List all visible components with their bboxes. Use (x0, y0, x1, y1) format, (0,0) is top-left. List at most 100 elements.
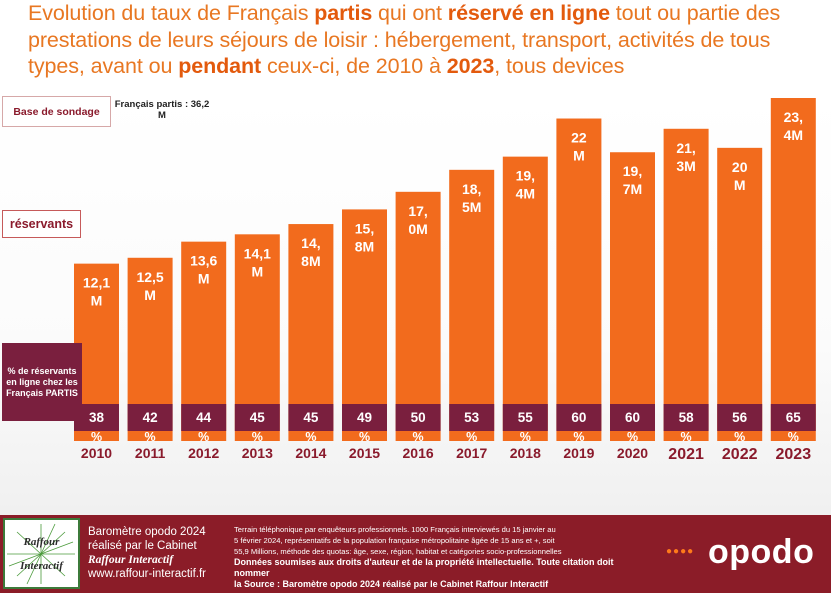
bar-value-label: 13,6 (190, 253, 217, 269)
bar-value-label: 19, (623, 163, 642, 179)
bar-value-label: 4M (516, 186, 535, 202)
bar-value-label: 12,5 (136, 269, 163, 285)
x-tick-label: 2020 (617, 445, 648, 461)
x-tick-label: 2012 (188, 445, 219, 461)
pct-label: % (520, 430, 531, 444)
method-line-4: Données soumises aux droits d'auteur et … (234, 557, 614, 578)
bar-chart: 12,1M38%201012,5M42%201113,6M44%201214,1… (74, 98, 816, 463)
pct-band-2015 (342, 404, 387, 431)
bar-value-label: M (91, 293, 103, 309)
bar-value-label: 5M (462, 199, 481, 215)
pct-label: 45 (303, 410, 319, 425)
bar-value-label: 3M (676, 158, 695, 174)
x-tick-label: 2013 (242, 445, 273, 461)
x-tick-label: 2019 (563, 445, 594, 461)
x-tick-label: 2010 (81, 445, 112, 461)
pct-label: % (734, 430, 745, 444)
method-line-5: la Source : Baromètre opodo 2024 réalisé… (234, 579, 549, 589)
pct-label: % (788, 430, 799, 444)
pct-label: % (145, 430, 156, 444)
footer-website-link[interactable]: www.raffour-interactif.fr (88, 568, 207, 580)
chart-title: Evolution du taux de Français partis qui… (28, 1, 781, 78)
x-tick-label: 2015 (349, 445, 380, 461)
pct-band-2023 (770, 404, 816, 431)
bar-value-label: 14,1 (244, 245, 271, 261)
bar-2020 (610, 152, 655, 441)
footer-line-1: Baromètre opodo 2024 (88, 526, 206, 538)
x-tick-label: 2021 (668, 446, 704, 463)
pct-band-2012 (181, 404, 227, 431)
footer-line-2: réalisé par le Cabinet (88, 540, 197, 552)
x-tick-label: 2011 (135, 445, 166, 461)
x-tick-label: 2016 (403, 445, 434, 461)
bar-value-label: 21, (676, 140, 695, 156)
pct-label: 53 (464, 410, 480, 425)
opodo-logo: ●●●● opodo (666, 533, 826, 583)
pct-label: % (252, 430, 263, 444)
pct-label: % (573, 430, 584, 444)
bar-2022 (717, 147, 763, 441)
bar-value-label: M (573, 148, 585, 164)
pct-row-label: % de réservants en ligne chez les França… (2, 343, 82, 421)
base-label: Base de sondage (2, 96, 111, 127)
footer-credits: Baromètre opodo 2024 réalisé par le Cabi… (88, 525, 238, 581)
bar-value-label: M (198, 271, 210, 287)
bar-value-label: 18, (462, 181, 481, 197)
bar-value-label: M (734, 177, 746, 193)
x-tick-label: 2018 (510, 445, 541, 461)
pct-label: 56 (732, 410, 748, 425)
pct-band-2022 (717, 404, 763, 431)
bar-2016 (395, 191, 441, 441)
reservants-label: réservants (2, 210, 81, 238)
bar-value-label: M (144, 287, 156, 303)
opodo-dots-icon: ●●●● (666, 546, 695, 557)
pct-label: % (681, 430, 692, 444)
bar-2019 (556, 118, 602, 442)
pct-label: 38 (89, 410, 105, 425)
bar-value-label: 23, (784, 109, 803, 125)
pct-label: 42 (143, 410, 158, 425)
pct-band-2019 (556, 404, 602, 431)
bar-value-label: 15, (355, 220, 374, 236)
pct-band-2018 (502, 404, 548, 431)
pct-label: % (627, 430, 638, 444)
logo-text-bottom: Interactif (20, 560, 63, 572)
bar-value-label: 8M (355, 238, 374, 254)
opodo-wordmark: opodo (708, 533, 815, 571)
pct-label: % (198, 430, 209, 444)
pct-label: 45 (250, 410, 266, 425)
pct-band-2014 (288, 404, 334, 431)
x-tick-label: 2023 (776, 446, 812, 463)
bar-value-label: M (251, 263, 263, 279)
pct-band-2016 (395, 404, 441, 431)
bar-value-label: 20 (732, 159, 748, 175)
method-line-1: Terrain téléphonique par enquêteurs prof… (234, 525, 556, 534)
bar-2021 (663, 128, 709, 441)
footer-line-3: Raffour Interactif (88, 554, 174, 566)
bar-value-label: 12,1 (83, 275, 110, 291)
footer-methodology: Terrain téléphonique par enquêteurs prof… (234, 524, 644, 590)
pct-label: 55 (518, 410, 534, 425)
pct-band-2020 (610, 404, 655, 431)
pct-band-2021 (663, 404, 709, 431)
pct-label: 65 (786, 410, 802, 425)
method-line-2: 5 février 2024, représentatifs de la pop… (234, 536, 555, 545)
bar-value-label: 0M (408, 221, 427, 237)
logo-text-top: Raffour (23, 536, 60, 548)
pct-band-2011 (127, 404, 173, 431)
bar-2017 (449, 169, 495, 442)
bar-value-label: 7M (623, 181, 642, 197)
footer: Raffour Interactif Baromètre opodo 2024 … (0, 515, 831, 593)
pct-label: 60 (571, 410, 586, 425)
bar-value-label: 14, (301, 235, 320, 251)
pct-band-2013 (234, 404, 280, 431)
pct-label: % (359, 430, 370, 444)
pct-band-2017 (449, 404, 495, 431)
bar-value-label: 19, (516, 168, 535, 184)
bar-value-label: 22 (571, 130, 587, 146)
x-tick-label: 2014 (295, 445, 326, 461)
pct-label: 49 (357, 410, 372, 425)
bar-2023 (770, 98, 816, 441)
pct-label: % (91, 430, 102, 444)
pct-label: 50 (411, 410, 426, 425)
